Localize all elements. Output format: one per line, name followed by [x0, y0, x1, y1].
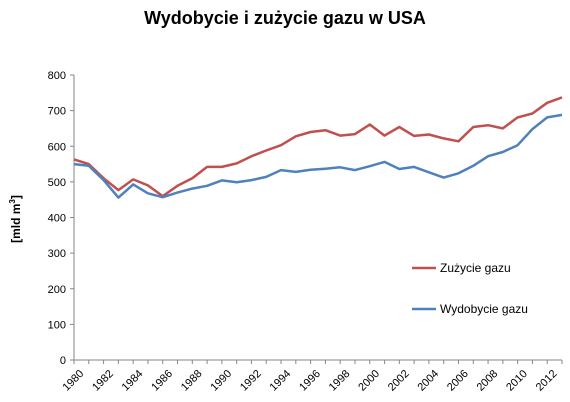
y-axis-label-sup: 3 — [8, 199, 17, 204]
y-tick-label: 300 — [48, 248, 66, 260]
y-axis-ticks: 0 100 200 300 400 500 600 700 800 — [48, 70, 74, 367]
y-axis-label-close: ] — [9, 195, 23, 199]
x-axis-ticks: 1980 1982 1984 1986 1988 1990 1992 1994 1996 1998… — [61, 360, 563, 394]
x-tick-label: 1998 — [327, 368, 353, 394]
legend-label: Wydobycie gazu — [440, 302, 528, 316]
chart-title: Wydobycie i zużycie gazu w USA — [144, 8, 426, 28]
x-tick-label: 2006 — [445, 368, 471, 394]
y-tick-label: 100 — [48, 319, 66, 331]
x-tick-label: 1996 — [297, 368, 323, 394]
x-tick-label: 2012 — [534, 368, 560, 394]
y-tick-label: 0 — [60, 355, 66, 367]
x-tick-label: 2008 — [475, 368, 501, 394]
y-tick-label: 800 — [48, 70, 66, 82]
y-tick-label: 600 — [48, 141, 66, 153]
x-tick-label: 1982 — [90, 368, 116, 394]
series-line-wydobycie — [73, 113, 563, 199]
y-tick-label: 500 — [48, 177, 66, 189]
x-tick-label: 2010 — [504, 368, 530, 394]
x-tick-label: 1990 — [208, 368, 234, 394]
x-tick-label: 1984 — [120, 368, 146, 394]
x-tick-label: 1992 — [238, 368, 264, 394]
x-tick-label: 1980 — [61, 368, 87, 394]
y-tick-label: 200 — [48, 284, 66, 296]
x-tick-label: 1994 — [268, 368, 294, 394]
legend: Zużycie gazu Wydobycie gazu — [412, 261, 528, 316]
y-tick-label: 700 — [48, 106, 66, 118]
legend-label: Zużycie gazu — [440, 261, 511, 275]
x-tick-label: 1986 — [149, 368, 175, 394]
y-tick-label: 400 — [48, 213, 66, 225]
series-line-zuzycie — [73, 96, 563, 198]
x-tick-label: 1988 — [179, 368, 205, 394]
x-tick-label: 2000 — [356, 368, 382, 394]
y-axis-label: [mld m3] — [8, 195, 23, 243]
y-axis-label-main: [mld m — [9, 204, 23, 243]
series-lines — [73, 96, 563, 199]
axes — [73, 75, 562, 361]
x-tick-label: 2004 — [415, 368, 441, 394]
x-tick-label: 2002 — [386, 368, 412, 394]
